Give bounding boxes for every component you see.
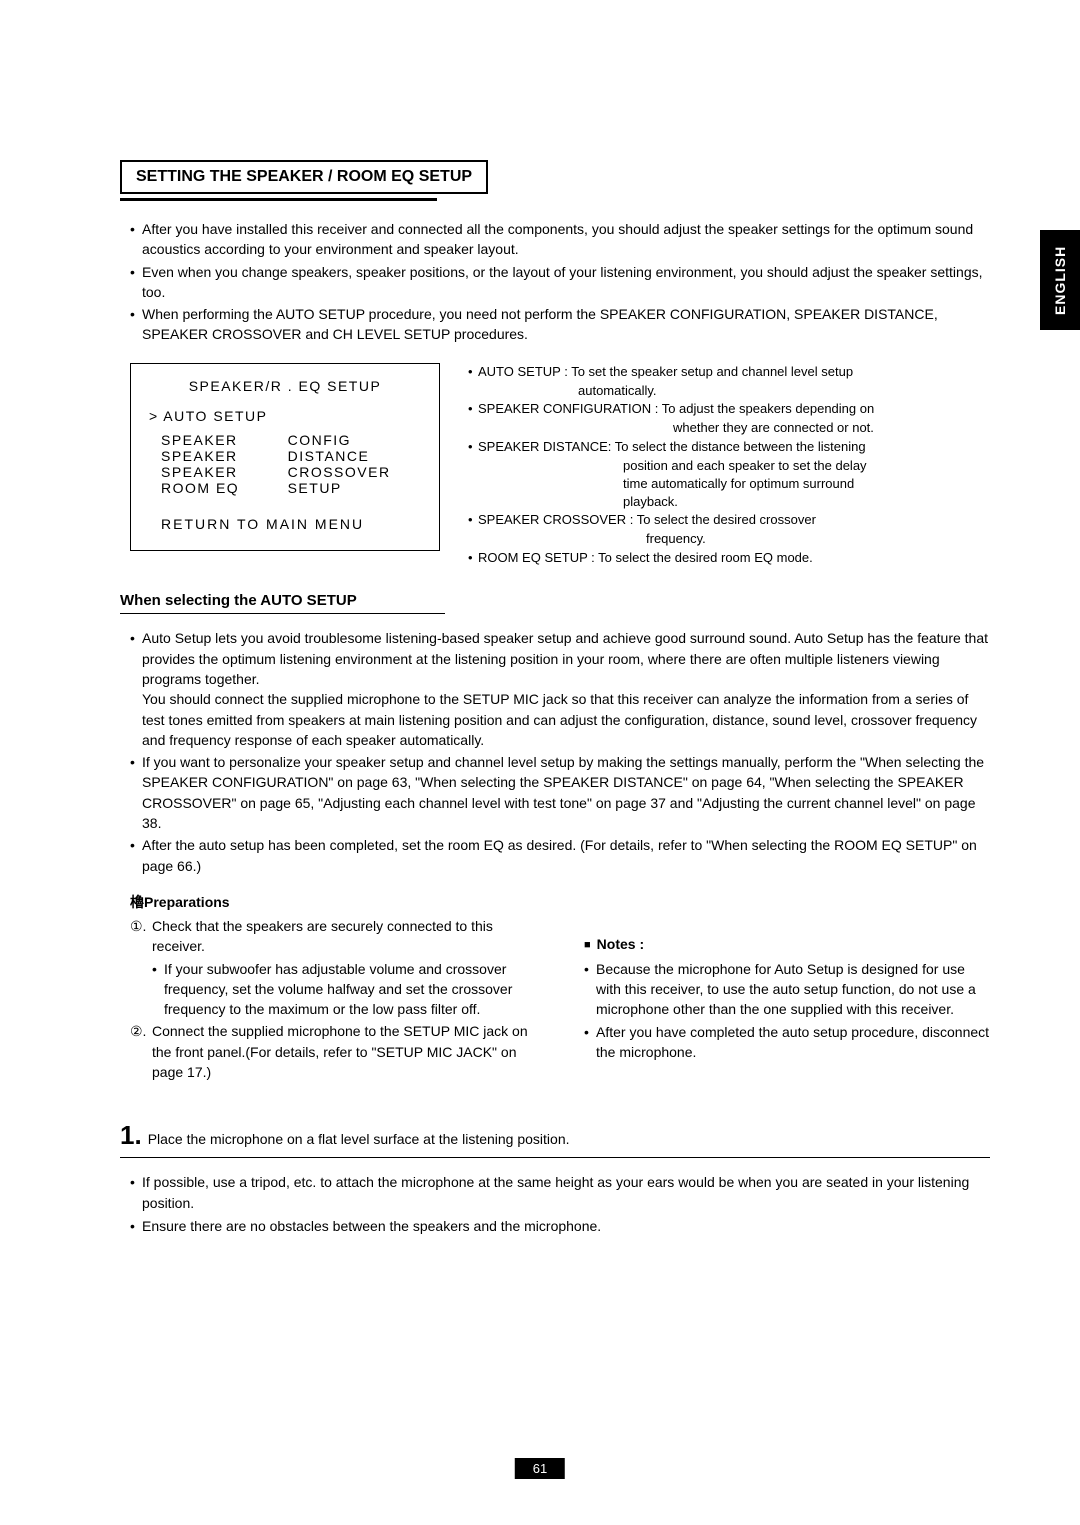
menu-cell: SPEAKER	[161, 432, 270, 448]
notes-list: •Because the microphone for Auto Setup i…	[584, 959, 990, 1062]
step-row: 1. Place the microphone on a flat level …	[120, 1120, 990, 1151]
menu-cell: SETUP	[288, 480, 421, 496]
def-cont: automatically.	[578, 382, 990, 400]
note-text: After you have completed the auto setup …	[596, 1022, 990, 1063]
menu-cell: ROOM EQ	[161, 480, 270, 496]
preparations-left: ①.Check that the speakers are securely c…	[130, 916, 536, 1084]
def-desc: To select the desired crossover	[637, 512, 816, 527]
preparations-right: ■Notes : •Because the microphone for Aut…	[584, 916, 990, 1084]
menu-cell: CROSSOVER	[288, 464, 421, 480]
step-number: 1.	[120, 1120, 142, 1151]
def-desc: To select the distance between the liste…	[615, 439, 866, 454]
prep-num: ①.	[130, 916, 152, 957]
section-header-wrap: SETTING THE SPEAKER / ROOM EQ SETUP	[120, 160, 990, 201]
menu-return: RETURN TO MAIN MENU	[161, 516, 421, 532]
menu-grid: SPEAKER CONFIG SPEAKER DISTANCE SPEAKER CRO…	[161, 432, 421, 496]
menu-cursor-line: > AUTO SETUP	[149, 408, 421, 424]
preparations-title: 櫓Preparations	[130, 892, 990, 912]
def-cont: frequency.	[646, 530, 990, 548]
prep-text: Connect the supplied microphone to the S…	[152, 1021, 536, 1082]
section-underline	[120, 198, 437, 201]
auto-bullet: If you want to personalize your speaker …	[142, 752, 990, 833]
def-term: SPEAKER CROSSOVER :	[478, 512, 637, 527]
def-desc: To set the speaker setup and channel lev…	[571, 364, 853, 379]
prep-sub-text: If your subwoofer has adjustable volume …	[164, 959, 536, 1020]
definitions-list: •AUTO SETUP : To set the speaker setup a…	[468, 363, 990, 568]
def-desc: To adjust the speakers depending on	[662, 401, 875, 416]
note-text: Because the microphone for Auto Setup is…	[596, 959, 990, 1020]
page-number: 61	[515, 1458, 565, 1479]
section-title: SETTING THE SPEAKER / ROOM EQ SETUP	[120, 160, 488, 194]
sub-title: When selecting the AUTO SETUP	[120, 592, 357, 613]
post-bullet: Ensure there are no obstacles between th…	[142, 1216, 601, 1237]
sub-header-wrap: When selecting the AUTO SETUP	[120, 592, 990, 615]
step-text: Place the microphone on a flat level sur…	[148, 1131, 570, 1147]
post-step-bullets: •If possible, use a tripod, etc. to atta…	[130, 1172, 990, 1237]
prep-text: Check that the speakers are securely con…	[152, 916, 536, 957]
square-icon: ■	[584, 939, 591, 951]
osd-menu-box: SPEAKER/R . EQ SETUP > AUTO SETUP SPEAKE…	[130, 363, 440, 551]
menu-and-defs: SPEAKER/R . EQ SETUP > AUTO SETUP SPEAKE…	[130, 363, 990, 568]
intro-bullets: •After you have installed this receiver …	[130, 219, 990, 345]
language-tab: ENGLISH	[1040, 230, 1080, 330]
def-cont: playback.	[623, 493, 990, 511]
menu-title: SPEAKER/R . EQ SETUP	[149, 378, 421, 394]
menu-cell: CONFIG	[288, 432, 421, 448]
intro-bullet: After you have installed this receiver a…	[142, 219, 990, 260]
sub-underline	[120, 613, 445, 615]
def-term: SPEAKER CONFIGURATION :	[478, 401, 662, 416]
def-term: ROOM EQ SETUP :	[478, 550, 598, 565]
def-term: SPEAKER DISTANCE:	[478, 439, 615, 454]
def-desc: To select the desired room EQ mode.	[598, 550, 813, 565]
auto-setup-bullets: •Auto Setup lets you avoid troublesome l…	[130, 628, 990, 876]
notes-title: ■Notes :	[584, 934, 990, 955]
auto-bullet: Auto Setup lets you avoid troublesome li…	[142, 628, 990, 750]
def-cont: whether they are connected or not.	[673, 419, 990, 437]
menu-cell: SPEAKER	[161, 448, 270, 464]
intro-bullet: Even when you change speakers, speaker p…	[142, 262, 990, 303]
auto-bullet: After the auto setup has been completed,…	[142, 835, 990, 876]
def-term: AUTO SETUP :	[478, 364, 571, 379]
menu-cell: DISTANCE	[288, 448, 421, 464]
def-cont: position and each speaker to set the del…	[623, 457, 990, 475]
prep-num: ②.	[130, 1021, 152, 1082]
post-bullet: If possible, use a tripod, etc. to attac…	[142, 1172, 990, 1214]
intro-bullet: When performing the AUTO SETUP procedure…	[142, 304, 990, 345]
preparations-columns: ①.Check that the speakers are securely c…	[130, 916, 990, 1084]
step-divider	[120, 1157, 990, 1158]
def-cont: time automatically for optimum surround	[623, 475, 990, 493]
menu-cell: SPEAKER	[161, 464, 270, 480]
